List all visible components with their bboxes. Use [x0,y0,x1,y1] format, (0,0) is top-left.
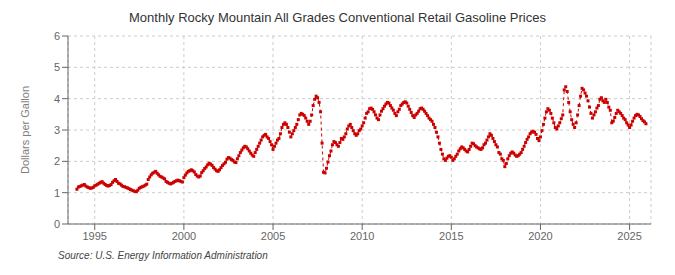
svg-text:5: 5 [54,61,60,73]
svg-text:Dollars per Gallon: Dollars per Gallon [19,86,31,174]
svg-text:2025: 2025 [617,230,641,242]
svg-text:2: 2 [54,155,60,167]
html-text:Source: U.S. Energy Informatio: Source: U.S. Energy Information Administ… [58,250,268,261]
svg-text:0: 0 [54,218,60,230]
svg-text:3: 3 [54,124,60,136]
html-text:Monthly Rocky Mountain All Gra: Monthly Rocky Mountain All Grades Conven… [129,10,546,25]
svg-text:6: 6 [54,30,60,42]
svg-text:2015: 2015 [439,230,463,242]
svg-text:2005: 2005 [261,230,285,242]
svg-text:1: 1 [54,187,60,199]
svg-text:1995: 1995 [83,230,107,242]
svg-text:4: 4 [54,93,60,105]
svg-text:2000: 2000 [172,230,196,242]
svg-text:2020: 2020 [528,230,552,242]
svg-text:2010: 2010 [350,230,374,242]
